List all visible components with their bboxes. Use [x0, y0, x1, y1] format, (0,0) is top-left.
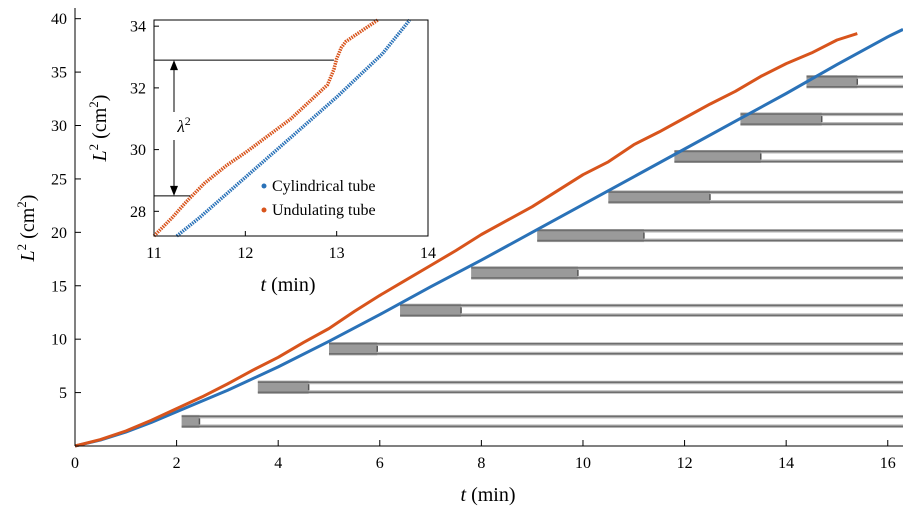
- tube-photo-empty-bore: [377, 345, 903, 352]
- tube-photo-empty-bore: [199, 418, 903, 425]
- main-x-tick-label: 12: [677, 455, 693, 472]
- tube-photo-empty-bore: [308, 384, 903, 391]
- tube-photo-empty-bore: [821, 116, 903, 123]
- main-x-axis-variable: t: [461, 484, 467, 506]
- main-y-axis-label: L2 (cm2): [14, 195, 39, 263]
- inset-lambda-variable: λ: [176, 117, 184, 136]
- tube-photo-7: [608, 190, 903, 204]
- main-y-axis-variable: L: [17, 250, 39, 262]
- inset-y-axis-variable: L: [89, 150, 111, 162]
- main-series-line-1: [74, 28, 903, 448]
- tube-photo-filled-part: [537, 229, 644, 243]
- main-x-tick-label: 6: [376, 455, 384, 472]
- inset-lambda-annotation: [154, 59, 334, 197]
- tube-photo-10: [806, 75, 903, 89]
- main-x-tick-label: 16: [880, 455, 896, 472]
- main-y-tick-label: 20: [51, 225, 67, 242]
- main-x-tick-label: 8: [477, 455, 485, 472]
- main-x-axis-unit: (min): [466, 484, 515, 506]
- main-plot-axes: 0 2 4 6 8 10 12 14 16 5 10 15 20 25 30 35 40: [51, 8, 903, 472]
- tube-photo-empty-bore: [709, 194, 903, 201]
- tube-photo-filled-part: [257, 380, 309, 394]
- inset-x-tick-label: 12: [237, 245, 253, 262]
- inset-y-tick-label: 30: [130, 142, 146, 159]
- inset-y-tick-label: 32: [130, 80, 146, 97]
- inset-lambda-arrowhead-up: [170, 60, 178, 71]
- legend-label-1: Cylindrical tube: [272, 178, 376, 195]
- tube-photo-sequence: [181, 75, 903, 428]
- main-x-tick-label: 0: [71, 455, 79, 472]
- main-y-axis-superscript: 2: [14, 244, 29, 251]
- inset-y-axis-label: L2 (cm2): [86, 95, 111, 163]
- tube-photo-filled-part: [400, 303, 462, 317]
- tube-photo-filled-part: [181, 414, 200, 428]
- inset-legend: Cylindrical tube Undulating tube: [261, 178, 376, 219]
- tube-photo-6: [537, 229, 903, 243]
- tube-photo-filled-part: [471, 266, 578, 280]
- main-y-tick-label: 40: [51, 11, 67, 28]
- inset-x-tick-label: 14: [420, 245, 436, 262]
- inset-y-tick-label: 28: [130, 204, 146, 221]
- tube-photo-filled-part: [608, 190, 710, 204]
- inset-x-tick-label: 13: [329, 245, 345, 262]
- main-y-tick-label: 25: [51, 171, 67, 188]
- inset-x-tick-label: 11: [146, 245, 161, 262]
- tube-photo-empty-bore: [760, 153, 903, 160]
- inset-lambda-arrowhead-down: [170, 185, 178, 196]
- main-x-tick-label: 2: [173, 455, 181, 472]
- inset-lambda-label: λ2: [176, 114, 190, 136]
- inset-series-line-1: [175, 18, 412, 238]
- main-y-tick-label: 10: [51, 332, 67, 349]
- tube-photo-empty-bore: [577, 269, 903, 276]
- inset-x-axis-variable: t: [261, 274, 267, 296]
- tube-photo-1: [181, 414, 903, 428]
- main-x-axis-label: t (min): [461, 484, 516, 506]
- inset-plot-series: [152, 18, 412, 238]
- main-y-tick-label: 35: [51, 65, 67, 82]
- tube-photo-3: [328, 342, 903, 356]
- tube-photo-9: [740, 112, 903, 126]
- main-y-tick-label: 15: [51, 278, 67, 295]
- main-x-tick-label: 10: [575, 455, 591, 472]
- tube-photo-filled-part: [806, 75, 858, 89]
- tube-photo-empty-bore: [461, 307, 903, 314]
- main-series-line-2: [74, 32, 858, 448]
- legend-marker-2: [261, 207, 267, 213]
- inset-lambda-superscript: 2: [185, 114, 191, 128]
- tube-photo-filled-part: [328, 342, 378, 356]
- main-x-tick-label: 4: [274, 455, 282, 472]
- tube-photo-4: [400, 303, 903, 317]
- inset-x-axis-unit: (min): [266, 274, 315, 296]
- inset-y-axis-unit-open: (cm: [89, 107, 111, 144]
- tube-photo-filled-part: [740, 112, 822, 126]
- tube-photo-5: [471, 266, 903, 280]
- inset-x-axis-label: t (min): [261, 274, 316, 296]
- main-y-axis-unit-superscript: 2: [14, 201, 29, 208]
- tube-photo-8: [674, 149, 903, 163]
- main-y-axis-unit-open: (cm: [17, 207, 39, 244]
- tube-photo-empty-bore: [643, 232, 903, 239]
- inset-y-tick-label: 34: [130, 19, 146, 36]
- tube-photo-filled-part: [674, 149, 761, 163]
- inset-plot-axes: 11 12 13 14 28 30 32 34: [130, 19, 436, 262]
- legend-label-2: Undulating tube: [272, 202, 376, 219]
- main-y-tick-label: 30: [51, 118, 67, 135]
- tube-photo-empty-bore: [857, 78, 903, 85]
- legend-marker-1: [261, 183, 267, 189]
- inset-frame: [153, 19, 429, 237]
- inset-y-axis-unit-superscript: 2: [86, 101, 101, 108]
- inset-series-line-2: [152, 18, 379, 238]
- main-y-tick-label: 5: [59, 385, 67, 402]
- main-plot-series: [74, 28, 903, 448]
- tube-photo-2: [257, 380, 903, 394]
- inset-y-axis-superscript: 2: [86, 144, 101, 151]
- inset-y-axis-unit-close: ): [89, 95, 111, 102]
- main-y-axis-unit-close: ): [17, 195, 39, 202]
- main-x-tick-label: 14: [778, 455, 794, 472]
